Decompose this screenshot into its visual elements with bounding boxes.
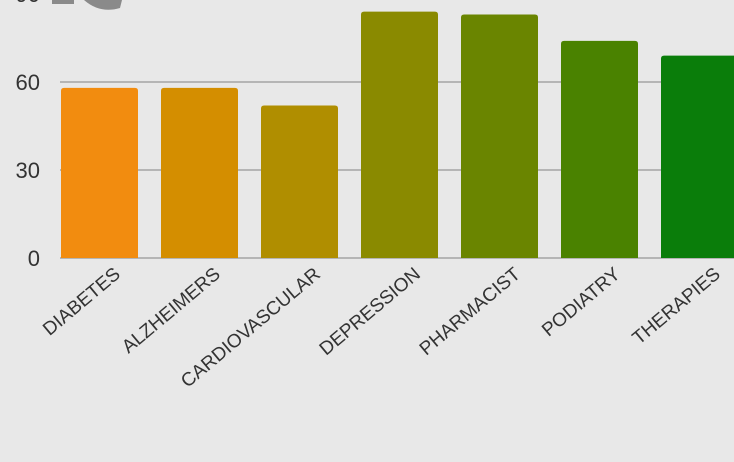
x-axis-labels: DIABETESALZHEIMERSCARDIOVASCULARDEPRESSI… (39, 263, 724, 392)
bars (61, 11, 734, 259)
title-fragment (52, 0, 122, 10)
bar-therapies (661, 55, 734, 258)
title-glyph-fragment (84, 0, 122, 10)
y-tick-label: 90 (16, 0, 40, 7)
bar-depression (361, 11, 438, 258)
bar-alzheimers (161, 87, 238, 258)
x-category-label: ALZHEIMERS (118, 264, 225, 358)
y-tick-label: 30 (16, 158, 40, 183)
y-tick-label: 60 (16, 70, 40, 95)
bar-podiatry (561, 40, 638, 258)
x-category-label: DEPRESSION (316, 264, 425, 360)
y-tick-label: 0 (28, 246, 40, 271)
x-category-label: DIABETES (39, 264, 124, 340)
x-category-label: THERAPIES (629, 264, 725, 349)
x-category-label: PODIATRY (538, 264, 625, 342)
title-glyph-fragment (52, 0, 74, 4)
bar-diabetes (61, 87, 138, 258)
bar-cardiovascular (261, 105, 338, 258)
bar-pharmacist (461, 14, 538, 259)
y-axis-ticks: 0 30 60 90 (16, 0, 40, 271)
x-category-label: PHARMACIST (416, 263, 525, 359)
